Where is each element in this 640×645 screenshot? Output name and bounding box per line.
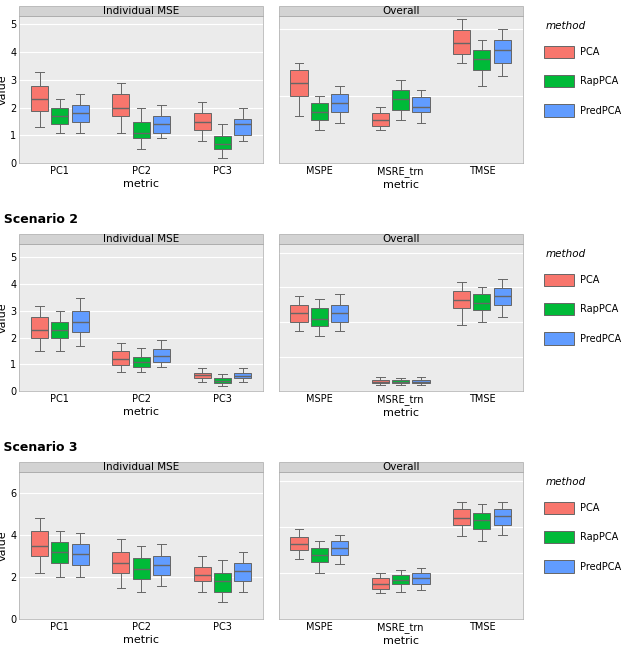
PathPatch shape [412, 573, 429, 584]
PathPatch shape [372, 380, 389, 383]
PathPatch shape [453, 291, 470, 308]
FancyBboxPatch shape [544, 531, 575, 544]
Text: PredPCA: PredPCA [580, 106, 621, 115]
PathPatch shape [194, 373, 211, 378]
PathPatch shape [291, 305, 308, 322]
PathPatch shape [474, 294, 490, 310]
PathPatch shape [234, 119, 252, 135]
Text: RapPCA: RapPCA [580, 532, 618, 542]
Y-axis label: value: value [0, 530, 8, 561]
Text: RapPCA: RapPCA [580, 304, 618, 314]
PathPatch shape [331, 305, 348, 322]
FancyBboxPatch shape [278, 462, 523, 472]
Text: method: method [546, 248, 586, 259]
PathPatch shape [72, 105, 89, 122]
PathPatch shape [31, 86, 48, 110]
PathPatch shape [112, 352, 129, 364]
FancyBboxPatch shape [544, 502, 575, 514]
PathPatch shape [153, 556, 170, 575]
PathPatch shape [72, 311, 89, 332]
X-axis label: metric: metric [123, 179, 159, 189]
FancyBboxPatch shape [544, 303, 575, 315]
PathPatch shape [412, 380, 429, 383]
PathPatch shape [214, 573, 231, 592]
PathPatch shape [112, 94, 129, 116]
PathPatch shape [132, 559, 150, 579]
FancyBboxPatch shape [278, 6, 523, 16]
PathPatch shape [112, 552, 129, 573]
FancyBboxPatch shape [544, 104, 575, 117]
PathPatch shape [453, 509, 470, 526]
PathPatch shape [412, 97, 429, 112]
PathPatch shape [214, 378, 231, 383]
PathPatch shape [51, 322, 68, 338]
PathPatch shape [153, 348, 170, 362]
FancyBboxPatch shape [544, 46, 575, 58]
Text: Individual MSE: Individual MSE [103, 6, 179, 16]
PathPatch shape [493, 509, 511, 524]
PathPatch shape [31, 531, 48, 556]
FancyBboxPatch shape [19, 462, 263, 472]
FancyBboxPatch shape [544, 332, 575, 345]
FancyBboxPatch shape [544, 561, 575, 573]
Text: PCA: PCA [580, 47, 600, 57]
Text: C: Scenario 3: C: Scenario 3 [0, 441, 77, 455]
PathPatch shape [291, 70, 308, 97]
FancyBboxPatch shape [544, 75, 575, 88]
X-axis label: metric: metric [123, 407, 159, 417]
PathPatch shape [331, 94, 348, 112]
X-axis label: metric: metric [383, 636, 419, 645]
PathPatch shape [453, 30, 470, 54]
PathPatch shape [311, 548, 328, 562]
Text: PCA: PCA [580, 503, 600, 513]
PathPatch shape [331, 541, 348, 555]
PathPatch shape [72, 544, 89, 564]
Y-axis label: value: value [0, 303, 8, 333]
PathPatch shape [51, 108, 68, 124]
Y-axis label: value: value [0, 74, 8, 105]
X-axis label: metric: metric [383, 408, 419, 418]
X-axis label: metric: metric [383, 180, 419, 190]
PathPatch shape [372, 578, 389, 589]
PathPatch shape [132, 122, 150, 138]
FancyBboxPatch shape [278, 234, 523, 244]
Text: method: method [546, 21, 586, 30]
FancyBboxPatch shape [19, 6, 263, 16]
PathPatch shape [493, 41, 511, 63]
Text: RapPCA: RapPCA [580, 76, 618, 86]
Text: Overall: Overall [382, 234, 419, 244]
FancyBboxPatch shape [19, 234, 263, 244]
PathPatch shape [493, 288, 511, 304]
FancyBboxPatch shape [544, 273, 575, 286]
Text: Individual MSE: Individual MSE [103, 462, 179, 472]
PathPatch shape [392, 380, 409, 383]
PathPatch shape [291, 537, 308, 550]
Text: PredPCA: PredPCA [580, 562, 621, 571]
PathPatch shape [234, 562, 252, 581]
PathPatch shape [132, 357, 150, 367]
Text: method: method [546, 477, 586, 486]
PathPatch shape [392, 575, 409, 584]
Text: B: Scenario 2: B: Scenario 2 [0, 213, 78, 226]
PathPatch shape [51, 542, 68, 562]
PathPatch shape [311, 308, 328, 326]
PathPatch shape [194, 567, 211, 581]
PathPatch shape [31, 317, 48, 338]
PathPatch shape [234, 373, 252, 379]
PathPatch shape [372, 112, 389, 126]
Text: PredPCA: PredPCA [580, 333, 621, 344]
PathPatch shape [311, 103, 328, 121]
Text: Overall: Overall [382, 462, 419, 472]
PathPatch shape [392, 90, 409, 110]
PathPatch shape [474, 50, 490, 70]
X-axis label: metric: metric [123, 635, 159, 645]
Text: PCA: PCA [580, 275, 600, 285]
PathPatch shape [153, 116, 170, 133]
PathPatch shape [214, 135, 231, 150]
PathPatch shape [194, 114, 211, 130]
Text: Individual MSE: Individual MSE [103, 234, 179, 244]
PathPatch shape [474, 513, 490, 529]
Text: Overall: Overall [382, 6, 419, 16]
